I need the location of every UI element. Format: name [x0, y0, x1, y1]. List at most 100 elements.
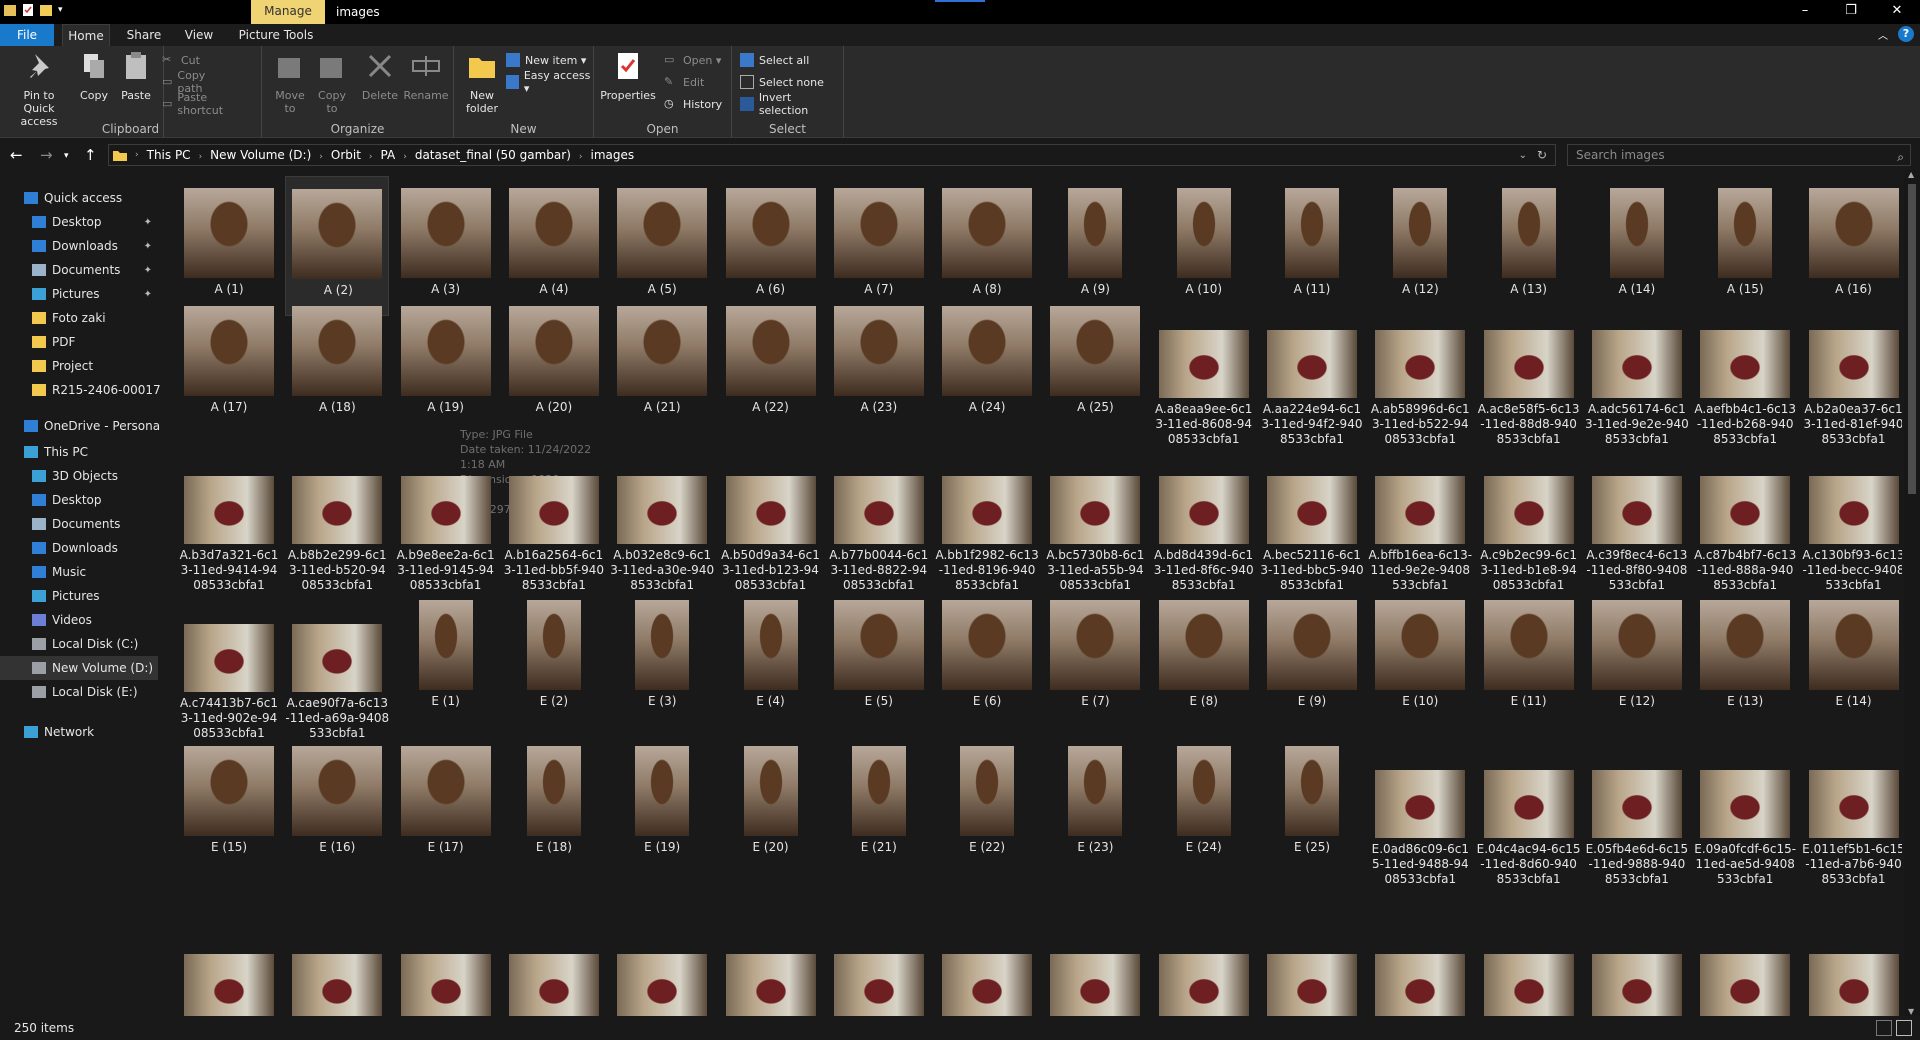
properties-button[interactable]: Properties — [600, 50, 656, 102]
breadcrumb-item[interactable]: New Volume (D:) — [210, 148, 312, 162]
file-tile[interactable]: A (4) — [502, 176, 606, 316]
file-tile[interactable]: A (16) — [1802, 176, 1903, 316]
file-tile[interactable]: A (18) — [285, 294, 389, 434]
pin-quick-access-button[interactable]: Pin to Quick access — [4, 50, 74, 128]
file-tile[interactable]: E.086a799e-6c15-11ed-850f-94085 — [177, 918, 281, 1016]
nav-pc-item[interactable]: Videos — [0, 608, 158, 632]
breadcrumb-item[interactable]: PA — [380, 148, 396, 162]
file-tile[interactable]: A (12) — [1368, 176, 1472, 316]
address-bar[interactable]: › This PC › New Volume (D:) › Orbit › PA › datas… — [108, 144, 1556, 166]
file-tile[interactable]: E (9) — [1260, 588, 1364, 728]
nav-onedrive[interactable]: OneDrive - Personal — [0, 414, 163, 438]
file-tile[interactable]: E.eb426f8a-6c14-11ed-a858-94085 — [719, 918, 823, 1016]
file-tile[interactable]: A.b77b0044-6c13-11ed-8822-9408533cbfa1 — [827, 440, 931, 592]
nav-quick-item[interactable]: Foto zaki — [0, 306, 158, 330]
easy-access-button[interactable]: Easy access ▾ — [506, 69, 593, 95]
file-tile[interactable]: A.b9e8ee2a-6c13-11ed-9145-9408533cbfa1 — [394, 440, 498, 592]
nav-quick-item[interactable]: Documents ✦ — [0, 258, 158, 282]
breadcrumb-item[interactable]: dataset_final (50 gambar) — [414, 148, 571, 162]
file-tile[interactable]: A (1) — [177, 176, 281, 316]
file-tile[interactable]: A.ac8e58f5-6c13-11ed-88d8-9408533cbfa1 — [1477, 294, 1581, 446]
file-tile[interactable]: A.bd8d439d-6c13-11ed-8f6c-9408533cbfa1 — [1152, 440, 1256, 592]
file-tile[interactable]: E (12) — [1585, 588, 1689, 728]
forward-button[interactable]: → — [40, 146, 53, 164]
file-tile[interactable]: A.b032e8c9-6c13-11ed-a30e-9408533cbfa1 — [610, 440, 714, 592]
file-tile[interactable]: A (7) — [827, 176, 931, 316]
file-tile[interactable]: A.adc56174-6c13-11ed-9e2e-9408533cbfa1 — [1585, 294, 1689, 446]
nav-pc-item[interactable]: Local Disk (C:) — [0, 632, 158, 656]
file-tile[interactable]: A (15) — [1693, 176, 1797, 316]
file-tile[interactable]: A (14) — [1585, 176, 1689, 316]
file-tile[interactable]: A.bec52116-6c13-11ed-bbc5-9408533cbfa1 — [1260, 440, 1364, 592]
file-tile[interactable]: E.f8a137bc-6c14-11ed-b18a-94085 — [1368, 918, 1472, 1016]
file-tile[interactable]: E (10) — [1368, 588, 1472, 728]
new-item-button[interactable]: New item ▾ — [506, 51, 586, 69]
nav-pc-item[interactable]: Local Disk (E:) — [0, 680, 158, 704]
tab-home[interactable]: Home — [62, 24, 110, 46]
minimize-button[interactable]: – — [1801, 3, 1809, 18]
breadcrumb-item[interactable]: images — [590, 148, 635, 162]
file-tile[interactable]: E.073331a6-6c15-11ed-9271-94085 — [394, 918, 498, 1016]
file-tile[interactable]: E.ec794e3b-6c14-11ed-81a3-94085 — [827, 918, 931, 1016]
file-tile[interactable]: A (11) — [1260, 176, 1364, 316]
refresh-icon[interactable]: ↻ — [1536, 148, 1547, 162]
file-tile[interactable]: A.bc5730b8-6c13-11ed-a55b-9408533cbfa1 — [1043, 440, 1147, 592]
nav-quick-item[interactable]: PDF — [0, 330, 158, 354]
file-tile[interactable]: E.eee7b59c-6c14-11ed-8700-94085 — [1043, 918, 1147, 1016]
file-tile[interactable]: A.c9b2ec99-6c13-11ed-b1e8-9408533cbfa1 — [1477, 440, 1581, 592]
tab-picture-tools[interactable]: Picture Tools — [238, 28, 314, 42]
file-tile[interactable]: E (17) — [394, 734, 498, 874]
large-icons-view-icon[interactable] — [1896, 1020, 1912, 1036]
nav-pc-item[interactable]: Pictures — [0, 584, 158, 608]
file-tile[interactable]: E.04c4ac94-6c15-11ed-8d60-9408533cbfa1 — [1477, 734, 1581, 886]
file-tile[interactable]: A (2) — [285, 176, 390, 316]
tab-share[interactable]: Share — [126, 28, 162, 42]
breadcrumb-item[interactable]: This PC — [146, 148, 191, 162]
rename-button[interactable]: Rename — [402, 50, 450, 102]
move-to-button[interactable]: Move to — [270, 50, 310, 115]
file-tile[interactable]: A (8) — [935, 176, 1039, 316]
nav-quick-item[interactable]: Project — [0, 354, 158, 378]
file-tile[interactable]: E.0255d2c5-6c15-11ed-a651-94085 — [285, 918, 389, 1016]
new-folder-icon[interactable] — [40, 3, 52, 17]
breadcrumb-item[interactable]: Orbit — [330, 148, 361, 162]
file-tile[interactable]: E (13) — [1693, 588, 1797, 728]
breadcrumb-separator[interactable]: › — [578, 152, 583, 162]
new-folder-button[interactable]: New folder — [460, 50, 504, 115]
file-tile[interactable]: E.f01e95e8-6c14-11ed-ac04-94085 — [1152, 918, 1256, 1016]
file-tile[interactable]: E (6) — [935, 588, 1039, 728]
recent-locations-icon[interactable]: ▾ — [64, 151, 69, 161]
breadcrumb-separator[interactable]: › — [319, 152, 323, 162]
search-input[interactable]: Search images ⌕ — [1567, 144, 1911, 166]
file-tile[interactable]: E (1) — [394, 588, 498, 728]
help-icon[interactable]: ? — [1898, 26, 1914, 42]
copy-to-button[interactable]: Copy to — [312, 50, 352, 115]
file-tile[interactable]: A (19) — [394, 294, 498, 434]
nav-pc-item[interactable]: 3D Objects — [0, 464, 158, 488]
breadcrumb-separator[interactable]: › — [368, 152, 373, 162]
file-tile[interactable]: A.c74413b7-6c13-11ed-902e-9408533cbfa1 — [177, 588, 281, 740]
file-tile[interactable]: E (11) — [1477, 588, 1581, 728]
nav-quick-access[interactable]: Quick access — [0, 186, 158, 210]
file-tile[interactable]: A.aefbb4c1-6c13-11ed-b268-9408533cbfa1 — [1693, 294, 1797, 446]
file-tile[interactable]: A (6) — [719, 176, 823, 316]
breadcrumb-separator[interactable]: › — [198, 152, 203, 162]
file-tile[interactable]: A.b3d7a321-6c13-11ed-9414-9408533cbfa1 — [177, 440, 281, 592]
file-tile[interactable]: A.cae90f7a-6c13-11ed-a69a-9408533cbfa1 — [285, 588, 389, 740]
details-view-icon[interactable] — [1876, 1020, 1892, 1036]
file-tile[interactable]: A (9) — [1043, 176, 1147, 316]
file-tile[interactable]: E (19) — [610, 734, 714, 874]
scroll-up-icon[interactable]: ▲ — [1908, 170, 1915, 179]
paste-shortcut-button[interactable]: ▭ Paste shortcut — [162, 91, 227, 117]
breadcrumb-separator[interactable]: › — [403, 152, 407, 162]
back-button[interactable]: ← — [10, 146, 23, 164]
paste-button[interactable]: Paste — [116, 50, 156, 102]
file-tile[interactable]: E (5) — [827, 588, 931, 728]
file-tile[interactable]: A.ab58996d-6c13-11ed-b522-9408533cbfa1 — [1368, 294, 1472, 446]
copy-button[interactable]: Copy — [76, 50, 112, 102]
close-button[interactable]: ✕ — [1891, 3, 1903, 18]
file-tile[interactable]: A (22) — [719, 294, 823, 434]
tab-file[interactable]: File — [0, 24, 54, 46]
file-tile[interactable]: A (21) — [610, 294, 714, 434]
file-tile[interactable]: A (23) — [827, 294, 931, 434]
